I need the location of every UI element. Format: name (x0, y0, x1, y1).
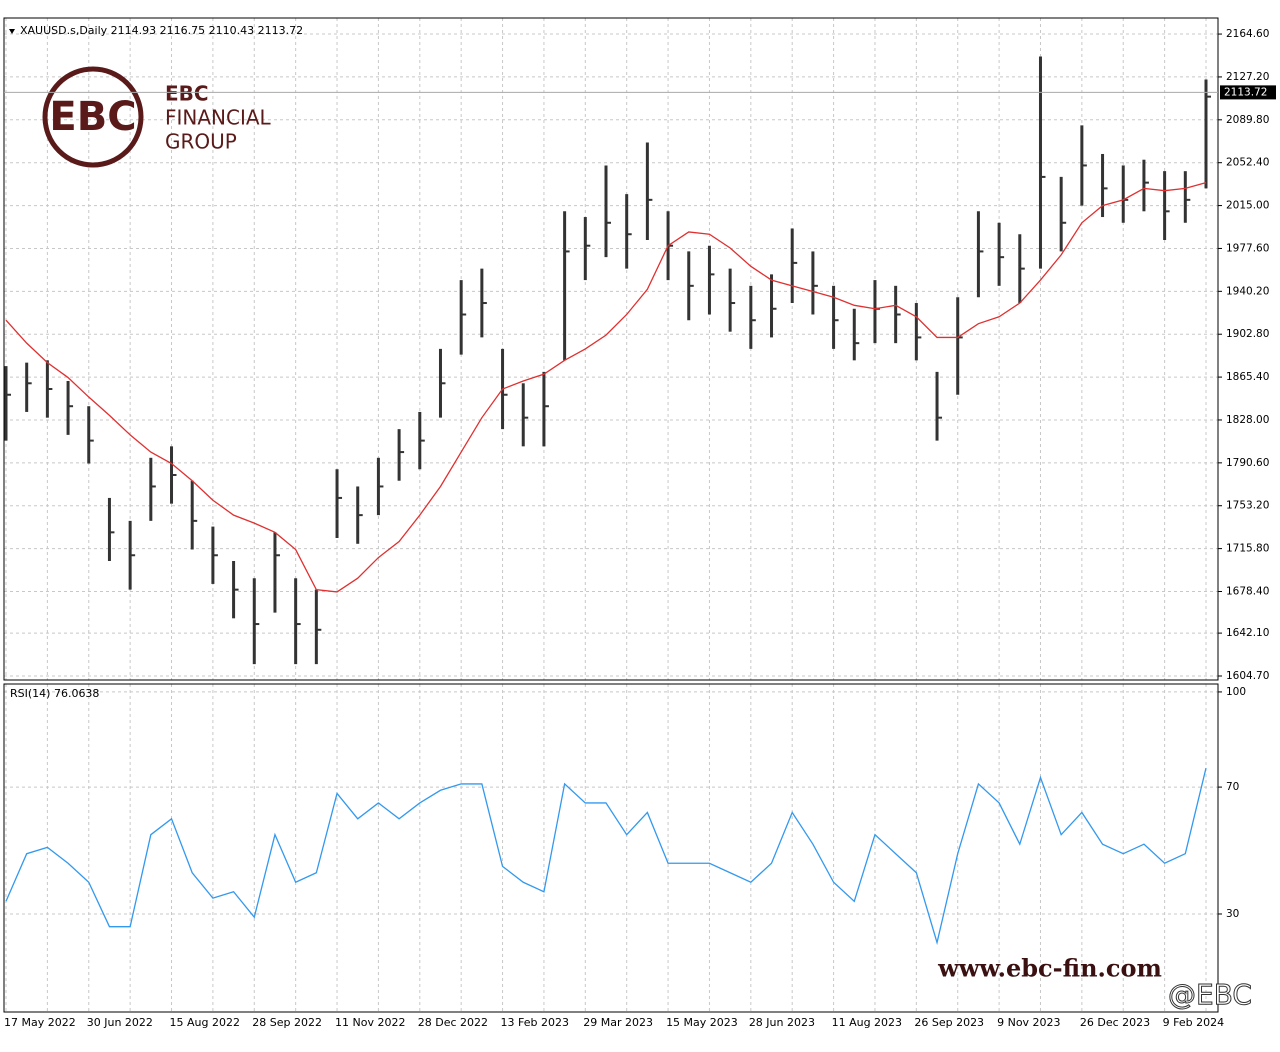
x-tick-label: 11 Nov 2022 (335, 1016, 405, 1029)
watermark-url: www.ebc-fin.com (937, 954, 1162, 983)
y-tick-label: 1865.40 (1226, 371, 1269, 383)
y-tick-label: 1828.00 (1226, 414, 1269, 426)
y-tick-label: 30 (1226, 908, 1239, 920)
x-tick-label: 28 Jun 2023 (749, 1016, 815, 1029)
x-tick-label: 28 Dec 2022 (418, 1016, 488, 1029)
x-tick-label: 29 Mar 2023 (583, 1016, 653, 1029)
moving-average (5, 182, 1207, 593)
x-tick-label: 17 May 2022 (4, 1016, 76, 1029)
y-tick-label: 2052.40 (1226, 157, 1269, 169)
x-tick-label: 26 Dec 2023 (1080, 1016, 1150, 1029)
x-tick-label: 15 May 2023 (666, 1016, 738, 1029)
x-tick-label: 11 Aug 2023 (832, 1016, 902, 1029)
y-tick-label: 1678.40 (1226, 585, 1269, 597)
y-tick-label: 1753.20 (1226, 500, 1269, 512)
y-tick-label: 2089.80 (1226, 114, 1269, 126)
x-tick-label: 9 Nov 2023 (997, 1016, 1060, 1029)
x-tick-label: 30 Jun 2022 (87, 1016, 153, 1029)
x-tick-label: 9 Feb 2024 (1163, 1016, 1224, 1029)
x-tick-label: 26 Sep 2023 (914, 1016, 984, 1029)
y-tick-label: 1790.60 (1226, 457, 1269, 469)
y-tick-label: 1977.60 (1226, 242, 1269, 254)
x-tick-label: 13 Feb 2023 (501, 1016, 569, 1029)
rsi-panel (3, 683, 1219, 1013)
y-tick-label: 2164.60 (1226, 28, 1269, 40)
rsi-title: RSI(14) 76.0638 (10, 687, 99, 700)
y-tick-label: 2127.20 (1226, 71, 1269, 83)
logo-title: EBC (165, 82, 209, 106)
logo-ring (42, 66, 144, 168)
chart-header: XAUUSD.s,Daily 2114.93 2116.75 2110.43 2… (20, 24, 303, 37)
last-price-box (1220, 85, 1276, 100)
y-tick-label: 1940.20 (1226, 285, 1269, 297)
y-tick-label: 1715.80 (1226, 543, 1269, 555)
y-tick-label: 1642.10 (1226, 627, 1269, 639)
logo-line: FINANCIAL (165, 106, 272, 130)
watermark-handle: @EBC (1168, 978, 1252, 1011)
y-tick-label: 70 (1226, 781, 1239, 793)
x-tick-label: 28 Sep 2022 (252, 1016, 322, 1029)
y-tick-label: 1902.80 (1226, 328, 1269, 340)
y-tick-label: 1604.70 (1226, 670, 1269, 682)
rsi-line (5, 767, 1207, 946)
logo-line: GROUP (165, 130, 237, 154)
y-tick-label: 2015.00 (1226, 200, 1269, 212)
y-tick-label: 100 (1226, 686, 1246, 698)
logo-mark: EBC (49, 94, 136, 140)
x-tick-label: 15 Aug 2022 (170, 1016, 240, 1029)
price-panel (3, 17, 1219, 681)
last-price-label: 2113.72 (1224, 86, 1267, 98)
menu-arrow (9, 29, 15, 34)
logo: EBC EBC FINANCIAL GROUP (42, 66, 272, 168)
